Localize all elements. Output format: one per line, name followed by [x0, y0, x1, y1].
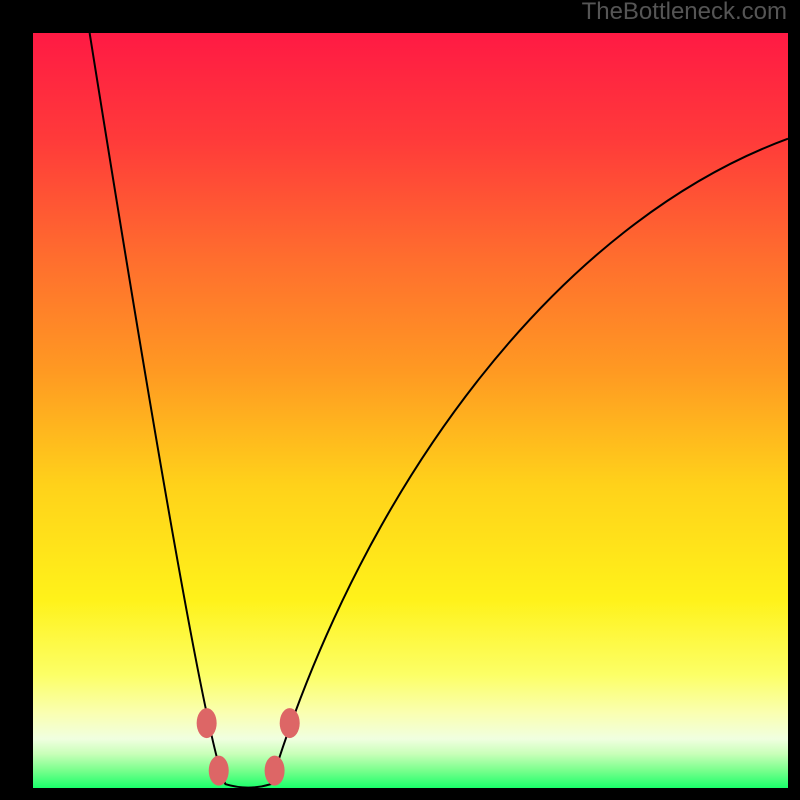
chart-root: TheBottleneck.com	[0, 0, 800, 800]
watermark-text: TheBottleneck.com	[582, 0, 787, 26]
marker-dot	[197, 708, 217, 738]
marker-dot	[280, 708, 300, 738]
gradient-background	[33, 33, 788, 788]
plot-svg	[33, 33, 788, 788]
marker-dot	[265, 756, 285, 786]
plot-area	[33, 33, 788, 788]
marker-dot	[209, 756, 229, 786]
